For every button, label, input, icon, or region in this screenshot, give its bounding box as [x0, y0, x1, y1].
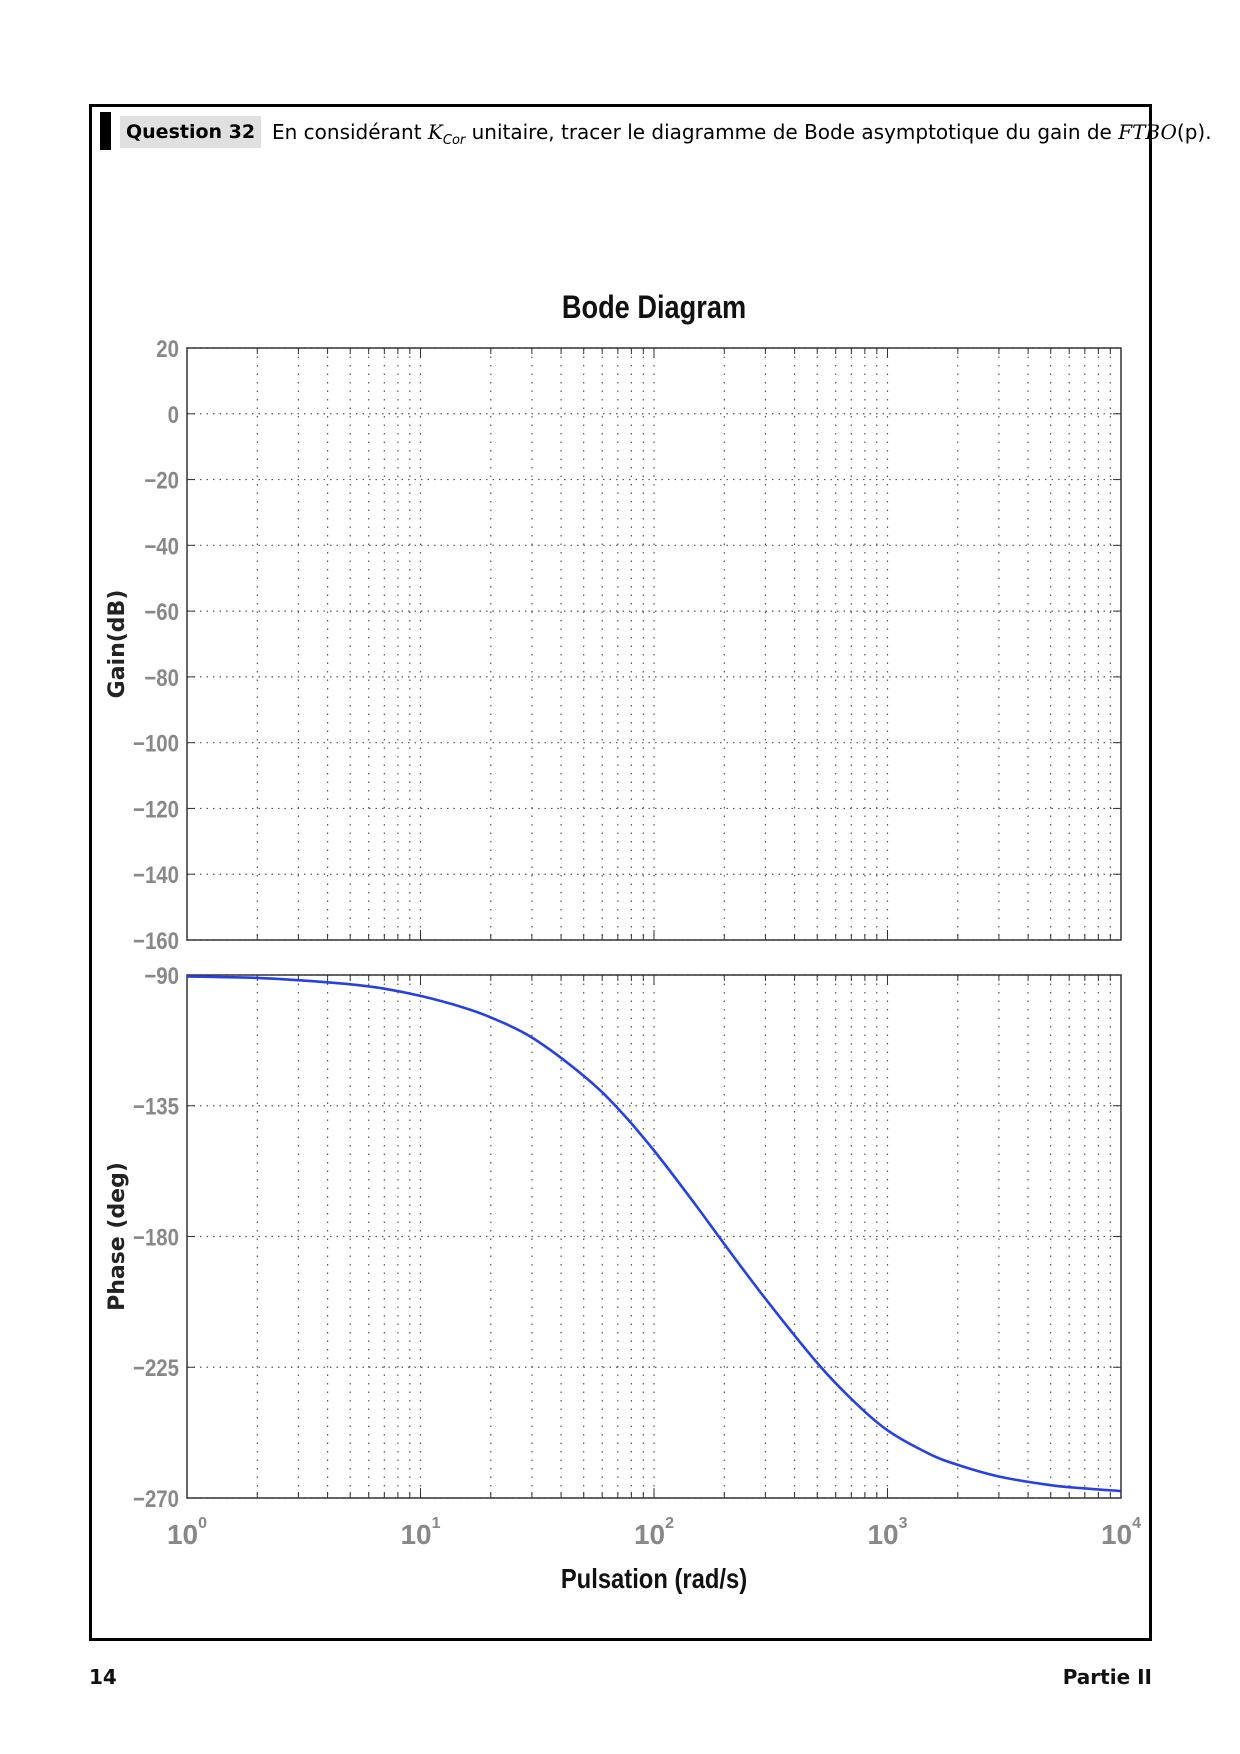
y-tick-label: −140 [133, 862, 179, 889]
y-tick-label: −225 [133, 1355, 179, 1382]
y-tick-label: −135 [133, 1093, 179, 1120]
x-tick-label: 104 [1101, 1515, 1141, 1550]
question-text-end: . [1205, 120, 1212, 144]
x-tick-label: 102 [634, 1515, 674, 1550]
x-tick-exponent: 2 [665, 1515, 674, 1532]
y-tick-label: −90 [144, 962, 179, 989]
x-tick-base: 10 [634, 1519, 665, 1550]
chart-title: Bode Diagram [562, 290, 746, 326]
x-tick-label: 100 [167, 1515, 207, 1550]
question-label: Question 32 [120, 116, 262, 148]
x-tick-base: 10 [867, 1519, 898, 1550]
x-tick-base: 10 [1101, 1519, 1132, 1550]
gain-panel: 20 0 −20 −40 −60 −80 −100 −120 −140 −160 Gain(dB) B… [105, 290, 1122, 954]
x-tick-base: 10 [167, 1519, 198, 1550]
question-text-middle: unitaire, tracer le diagramme de Bode as… [465, 120, 1119, 144]
x-tick-label: 101 [400, 1515, 440, 1550]
y-tick-label: −80 [144, 664, 179, 691]
part-label: Partie II [1062, 1665, 1152, 1689]
x-tick-label: 103 [867, 1515, 907, 1550]
y-tick-label: −180 [133, 1224, 179, 1251]
y-axis-label: Phase (deg) [105, 1162, 130, 1311]
y-tick-label: −160 [133, 927, 179, 954]
ftbo-symbol: FTBO [1118, 120, 1177, 144]
y-tick-label: 20 [156, 335, 179, 362]
x-tick-exponent: 0 [198, 1515, 207, 1532]
ftbo-argument: (p) [1176, 120, 1206, 144]
y-axis-label: Gain(dB) [105, 590, 130, 699]
x-tick-base: 10 [400, 1519, 431, 1550]
y-tick-label: −60 [144, 599, 179, 626]
y-tick-label: −270 [133, 1485, 179, 1512]
k-subscript: Cor [442, 133, 466, 148]
x-axis-label: Pulsation (rad/s) [561, 1562, 747, 1594]
question-text: En considérant KCor unitaire, tracer le … [272, 118, 1212, 155]
phase-curve [186, 975, 1122, 1493]
y-tick-label: −40 [144, 533, 179, 560]
y-tick-label: −120 [133, 796, 179, 823]
y-tick-label: −100 [133, 730, 179, 757]
y-tick-label: 0 [168, 401, 179, 428]
page-number: 14 [89, 1665, 117, 1689]
x-tick-exponent: 3 [899, 1515, 908, 1532]
question-text-start: En considérant [272, 120, 428, 144]
k-symbol: K [427, 120, 443, 144]
question-marker [100, 112, 111, 150]
question-frame [89, 104, 1152, 1641]
plot-area-border [186, 974, 1122, 1499]
plot-area-border [186, 347, 1122, 941]
x-tick-exponent: 1 [432, 1515, 441, 1532]
x-tick-exponent: 4 [1132, 1515, 1141, 1532]
y-tick-label: −20 [144, 467, 179, 494]
